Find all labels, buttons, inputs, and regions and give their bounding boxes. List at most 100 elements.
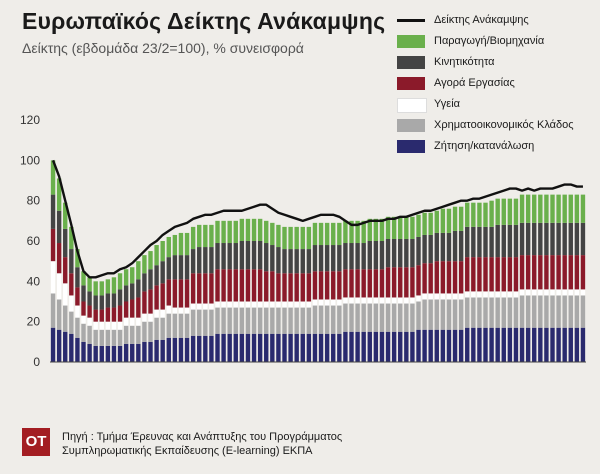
- bar-segment: [385, 297, 391, 304]
- bar-segment: [318, 222, 324, 246]
- bar-segment: [398, 238, 403, 268]
- bar-segment: [276, 273, 281, 302]
- bar-segment: [123, 285, 129, 302]
- bar-segment: [239, 241, 245, 270]
- bar-segment: [331, 245, 336, 272]
- bar-segment: [75, 267, 80, 288]
- bar-segment: [556, 289, 561, 296]
- bar-segment: [544, 295, 549, 328]
- legend-swatch: [397, 119, 425, 132]
- bar-segment: [190, 249, 196, 274]
- bar-segment: [544, 255, 549, 290]
- legend-label: Δείκτης Ανάκαμψης: [434, 14, 529, 26]
- bar-segment: [75, 337, 80, 362]
- bar-segment: [538, 327, 543, 362]
- bar-segment: [465, 257, 470, 292]
- legend-swatch: [397, 56, 425, 69]
- bar-segment: [574, 327, 580, 362]
- bar-segment: [276, 307, 281, 334]
- bar-segment: [99, 329, 104, 346]
- bar-segment: [574, 255, 580, 290]
- bar-segment: [465, 202, 470, 227]
- bar-segment: [574, 295, 580, 328]
- bar-segment: [343, 297, 348, 304]
- bar-segment: [172, 337, 178, 362]
- bar-segment: [391, 297, 397, 304]
- bar-segment: [184, 279, 190, 308]
- bar-segment: [117, 329, 123, 346]
- bar-segment: [148, 269, 153, 290]
- bar-segment: [349, 243, 354, 270]
- bar-segment: [574, 289, 580, 296]
- bar-segment: [489, 297, 494, 328]
- bar-segment: [130, 267, 135, 284]
- bar-segment: [264, 271, 269, 302]
- bar-segment: [477, 297, 482, 328]
- bar-segment: [190, 226, 196, 250]
- bar-segment: [87, 325, 92, 344]
- bar-segment: [221, 220, 226, 244]
- bar-segment: [203, 273, 208, 304]
- bar-segment: [178, 313, 184, 338]
- bar-segment: [233, 333, 238, 362]
- bar-segment: [178, 232, 184, 256]
- bar-segment: [306, 226, 312, 250]
- bar-segment: [300, 307, 305, 334]
- bar-segment: [294, 307, 299, 334]
- bar-segment: [276, 247, 281, 274]
- bar-segment: [239, 218, 245, 241]
- bar-segment: [550, 255, 555, 290]
- bar-segment: [282, 273, 287, 302]
- bar-segment: [172, 255, 178, 280]
- bar-segment: [483, 226, 488, 258]
- bar-segment: [343, 331, 348, 362]
- bar-segment: [93, 295, 98, 310]
- bar-segment: [458, 206, 464, 231]
- bar-segment: [257, 269, 263, 302]
- bar-segment: [99, 309, 104, 322]
- bar-segment: [160, 339, 165, 362]
- bar-segment: [282, 333, 287, 362]
- bar-segment: [300, 301, 305, 308]
- bar-segment: [178, 279, 184, 308]
- bar-segment: [209, 273, 214, 304]
- bar-segment: [294, 301, 299, 308]
- bar-segment: [538, 295, 543, 328]
- bar-segment: [434, 232, 439, 262]
- bar-segment: [294, 333, 299, 362]
- bar-segment: [69, 295, 74, 312]
- ot-logo: OT: [22, 428, 50, 456]
- bar-segment: [239, 269, 245, 302]
- bar-segment: [513, 224, 519, 258]
- bar-segment: [434, 299, 439, 330]
- bar-segment: [130, 283, 135, 300]
- bar-segment: [343, 220, 348, 244]
- bar-segment: [282, 301, 287, 308]
- bar-segment: [227, 269, 232, 302]
- bar-stacks: [50, 160, 586, 362]
- bar-segment: [245, 241, 251, 270]
- bar-segment: [227, 220, 232, 244]
- bar-segment: [215, 220, 220, 244]
- bar-segment: [142, 291, 147, 314]
- bar-segment: [270, 245, 275, 272]
- bar-segment: [361, 297, 366, 304]
- bar-segment: [331, 305, 336, 334]
- bar-segment: [282, 307, 287, 334]
- bar-segment: [160, 317, 165, 340]
- bar-segment: [288, 307, 293, 334]
- bar-segment: [434, 210, 439, 233]
- bar-segment: [130, 343, 135, 362]
- bar-segment: [385, 216, 391, 239]
- bar-segment: [56, 329, 62, 362]
- bar-segment: [203, 247, 208, 274]
- bar-segment: [306, 307, 312, 334]
- bar-segment: [166, 313, 171, 338]
- bar-segment: [544, 289, 549, 296]
- bar-segment: [452, 261, 458, 294]
- bar-segment: [550, 222, 555, 256]
- bar-segment: [519, 255, 525, 290]
- bar-segment: [355, 243, 360, 270]
- bar-segment: [136, 325, 141, 344]
- bar-segment: [507, 297, 513, 328]
